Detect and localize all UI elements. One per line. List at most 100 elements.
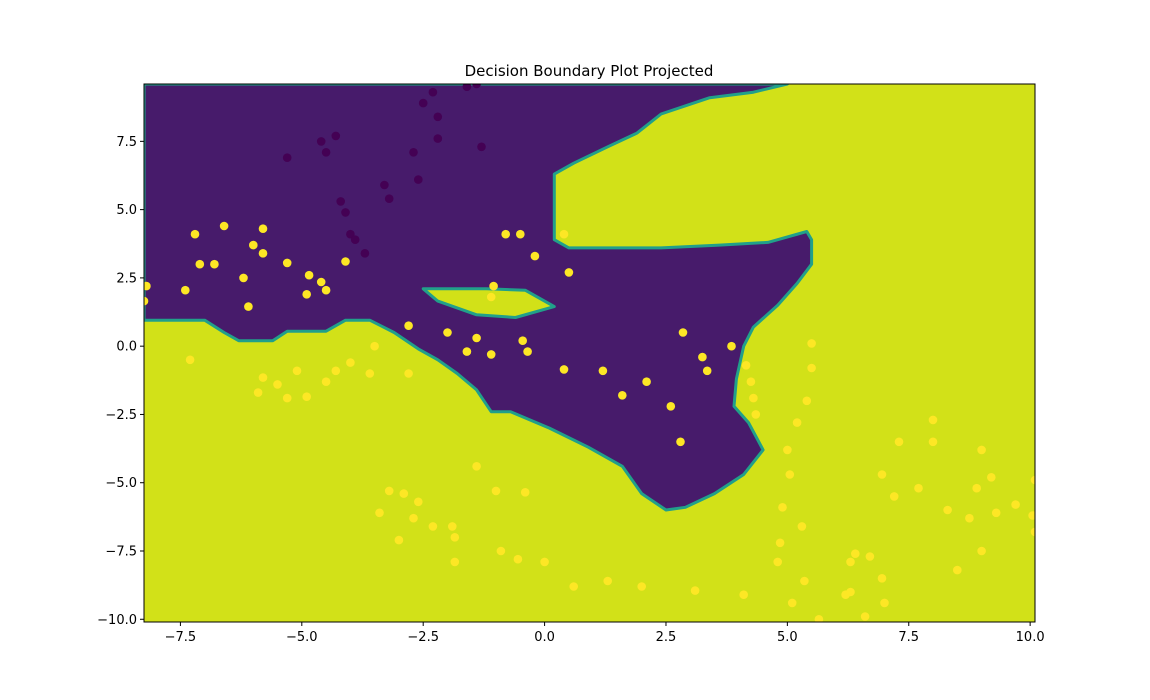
point-class-1-6 <box>239 273 248 283</box>
point-class-1-20 <box>462 347 472 356</box>
point-class-1-108 <box>953 565 962 575</box>
point-class-1-77 <box>746 377 756 387</box>
x-tick-label: −5.0 <box>286 630 318 645</box>
point-class-1-11 <box>282 258 292 268</box>
point-class-1-2 <box>190 229 200 239</box>
point-class-1-115 <box>1011 500 1020 509</box>
y-tick-label: −7.5 <box>105 544 137 559</box>
point-class-1-33 <box>598 366 608 376</box>
point-class-1-31 <box>564 268 574 277</box>
point-class-1-59 <box>394 535 404 545</box>
point-class-1-13 <box>304 270 314 280</box>
point-class-0-5 <box>341 208 350 217</box>
point-class-1-53 <box>365 369 375 378</box>
point-class-1-40 <box>702 366 712 376</box>
point-class-1-114 <box>991 508 1001 518</box>
point-class-1-90 <box>807 339 816 348</box>
point-class-1-14 <box>316 277 326 287</box>
point-class-1-68 <box>513 554 523 564</box>
point-class-0-16 <box>433 112 443 122</box>
point-class-1-73 <box>637 582 646 591</box>
x-tick-label: 10.0 <box>1016 630 1045 645</box>
point-class-1-4 <box>210 259 219 269</box>
point-class-1-61 <box>428 522 438 531</box>
point-class-1-47 <box>292 366 302 376</box>
point-class-1-30 <box>559 229 569 239</box>
point-class-1-16 <box>341 257 350 266</box>
point-class-1-27 <box>530 251 540 261</box>
point-class-1-107 <box>943 505 952 515</box>
point-class-1-75 <box>739 590 748 599</box>
point-class-0-7 <box>350 235 360 244</box>
y-axis: −10.0 −7.5 −5.0 −2.5 0.0 2.5 5.0 7.5 <box>97 135 144 628</box>
point-class-1-70 <box>540 557 549 567</box>
point-class-0-9 <box>380 180 389 190</box>
point-class-1-62 <box>448 522 457 531</box>
x-axis: −7.5 −5.0 −2.5 0.0 2.5 5.0 7.5 10.0 <box>165 622 1045 645</box>
point-class-1-112 <box>977 546 986 556</box>
point-class-0-15 <box>433 134 443 143</box>
point-class-1-76 <box>741 361 751 370</box>
x-tick-label: 7.5 <box>898 630 919 645</box>
point-class-1-110 <box>972 483 981 493</box>
point-class-1-98 <box>865 552 875 561</box>
point-class-1-64 <box>450 557 460 567</box>
point-class-1-24 <box>489 281 498 291</box>
point-class-1-23 <box>486 292 496 302</box>
point-class-0-4 <box>336 197 346 206</box>
point-class-1-17 <box>181 285 190 295</box>
point-class-1-48 <box>302 392 312 402</box>
point-class-1-85 <box>787 598 797 608</box>
point-class-1-113 <box>987 473 996 482</box>
point-class-1-1 <box>144 296 149 306</box>
point-class-1-82 <box>778 503 787 512</box>
point-class-1-51 <box>346 358 355 367</box>
x-tick-label: 0.0 <box>534 630 555 645</box>
y-tick-label: 5.0 <box>116 203 137 218</box>
point-class-1-116 <box>1028 511 1035 520</box>
point-class-0-19 <box>477 142 486 152</box>
point-class-1-45 <box>273 380 282 389</box>
point-class-1-81 <box>775 538 785 548</box>
point-class-1-88 <box>800 576 809 586</box>
plot-frame <box>143 83 1036 623</box>
point-class-1-8 <box>249 240 258 250</box>
point-class-1-89 <box>802 396 812 406</box>
point-class-0-3 <box>331 131 341 141</box>
point-class-1-84 <box>785 470 795 479</box>
points-group <box>144 84 1035 622</box>
point-class-1-99 <box>877 470 887 479</box>
point-class-1-95 <box>846 557 855 567</box>
point-class-1-41 <box>727 341 736 351</box>
y-tick-label: 7.5 <box>116 135 137 150</box>
point-class-1-38 <box>678 328 688 337</box>
point-class-0-14 <box>428 87 438 97</box>
point-class-1-67 <box>496 546 506 556</box>
point-class-0-12 <box>414 175 423 184</box>
point-class-1-97 <box>860 612 870 621</box>
point-class-1-9 <box>258 249 268 258</box>
y-tick-label: −5.0 <box>105 476 137 491</box>
point-class-1-118 <box>1030 527 1035 537</box>
point-class-1-46 <box>282 393 292 403</box>
point-class-1-10 <box>258 224 268 233</box>
chart-title: Decision Boundary Plot Projected <box>465 62 714 80</box>
x-tick-label: −2.5 <box>407 630 439 645</box>
point-class-0-11 <box>409 148 418 157</box>
y-tick-label: 2.5 <box>116 271 137 286</box>
point-class-1-0 <box>144 281 151 291</box>
point-class-0-2 <box>321 148 331 157</box>
point-class-1-22 <box>486 350 496 359</box>
point-class-1-96 <box>851 549 860 558</box>
point-class-0-18 <box>472 84 481 89</box>
point-class-1-63 <box>450 533 460 542</box>
point-class-1-106 <box>928 437 938 447</box>
point-class-1-34 <box>618 391 627 400</box>
point-class-1-54 <box>404 369 413 378</box>
point-class-1-104 <box>914 483 923 493</box>
point-class-1-78 <box>749 393 758 403</box>
point-class-1-91 <box>807 363 816 373</box>
point-class-0-17 <box>462 84 472 91</box>
point-class-1-19 <box>443 328 452 337</box>
